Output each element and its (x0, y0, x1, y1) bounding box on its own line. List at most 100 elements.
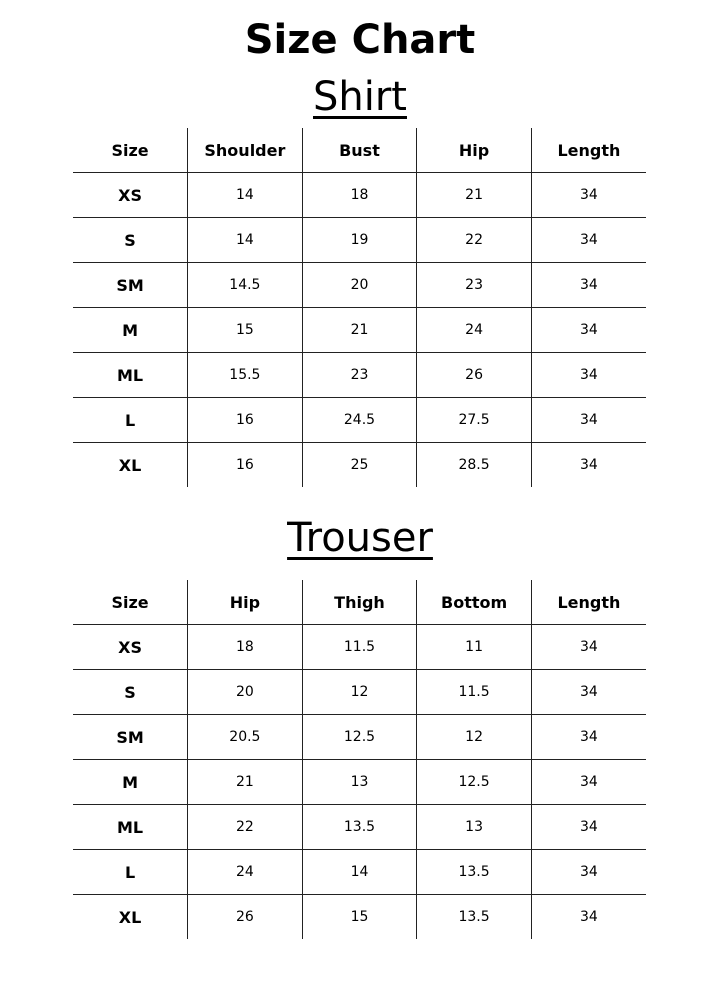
page-title: Size Chart (244, 17, 476, 63)
measurement-cell: 22 (187, 804, 303, 850)
measurement-cell: 34 (531, 262, 646, 308)
measurement-cell: 34 (531, 397, 646, 443)
size-label-cell: S (73, 669, 189, 715)
measurement-cell: 13 (416, 804, 532, 850)
column-header: Length (531, 580, 646, 625)
measurement-cell: 34 (531, 804, 646, 850)
measurement-cell: 15 (187, 307, 303, 353)
measurement-cell: 18 (187, 624, 303, 670)
measurement-cell: 24 (187, 849, 303, 895)
measurement-cell: 14.5 (187, 262, 303, 308)
measurement-cell: 34 (531, 172, 646, 218)
measurement-cell: 25 (302, 442, 418, 487)
measurement-cell: 18 (302, 172, 418, 218)
measurement-cell: 11.5 (416, 669, 532, 715)
measurement-cell: 14 (187, 172, 303, 218)
measurement-cell: 12 (416, 714, 532, 760)
size-label-cell: XL (73, 442, 189, 487)
table-row: S 14 19 22 34 (73, 217, 646, 263)
shirt-size-table: Size Shoulder Bust Hip Length XS 14 18 21 34 S 14 19… (73, 128, 646, 487)
measurement-cell: 20.5 (187, 714, 303, 760)
measurement-cell: 34 (580, 909, 598, 925)
measurement-cell: 28.5 (416, 442, 532, 487)
shirt-header-row: Size Shoulder Bust Hip Length (73, 128, 646, 173)
measurement-cell: 34 (531, 669, 646, 715)
measurement-cell: 21 (416, 172, 532, 218)
measurement-cell: 16 (187, 442, 303, 487)
column-header: Hip (187, 580, 303, 625)
measurement-cell: 15 (302, 894, 418, 939)
measurement-cell: 21 (187, 759, 303, 805)
size-label-cell: S (73, 217, 189, 263)
measurement-cell: 27.5 (416, 397, 532, 443)
size-label-cell: ML (73, 352, 189, 398)
size-label-cell: M (73, 307, 189, 353)
column-header: Size (73, 580, 189, 625)
measurement-cell: 24.5 (302, 397, 418, 443)
measurement-cell: 19 (302, 217, 418, 263)
table-row: S 20 12 11.5 34 (73, 669, 646, 715)
measurement-cell: 14 (302, 849, 418, 895)
measurement-cell: 24 (416, 307, 532, 353)
column-header: Hip (416, 128, 532, 173)
measurement-cell: 34 (531, 307, 646, 353)
table-row: M 15 21 24 34 (73, 307, 646, 353)
measurement-cell: 13 (302, 759, 418, 805)
measurement-cell: 23 (302, 352, 418, 398)
table-row: XS 18 11.5 11 34 (73, 624, 646, 670)
table-row: XS 14 18 21 34 (73, 172, 646, 218)
table-row: ML 15.5 23 26 34 (73, 352, 646, 398)
measurement-cell: 12.5 (416, 759, 532, 805)
table-row: SM 20.5 12.5 12 34 (73, 714, 646, 760)
measurement-cell: 20 (187, 669, 303, 715)
measurement-cell: 34 (531, 714, 646, 760)
measurement-cell: 15.5 (187, 352, 303, 398)
table-row: XL 26 15 13.5 34 (73, 894, 646, 939)
measurement-cell: 26 (416, 352, 532, 398)
table-row: L 24 14 13.5 34 (73, 849, 646, 895)
trouser-size-table: Size Hip Thigh Bottom Length XS 18 11.5 11 34 S 20 1… (73, 580, 646, 939)
size-label-cell: L (73, 397, 189, 443)
column-header: Shoulder (187, 128, 303, 173)
measurement-cell: 26 (187, 894, 303, 939)
measurement-cell: 11 (416, 624, 532, 670)
measurement-cell: 13.5 (416, 894, 532, 939)
table-row: XL 16 25 28.5 34 (73, 442, 646, 487)
size-label-cell: XS (73, 172, 189, 218)
measurement-cell: 16 (187, 397, 303, 443)
measurement-cell: 34 (531, 759, 646, 805)
size-label-cell: XS (73, 624, 189, 670)
measurement-cell: 34 (531, 849, 646, 895)
size-label-cell: XL (73, 894, 189, 939)
shirt-heading: Shirt (313, 74, 407, 120)
measurement-cell: 34 (531, 217, 646, 263)
size-label-cell: ML (73, 804, 189, 850)
table-row: L 16 24.5 27.5 34 (73, 397, 646, 443)
measurement-cell: 12 (302, 669, 418, 715)
table-row: M 21 13 12.5 34 (73, 759, 646, 805)
column-header: Bust (302, 128, 418, 173)
measurement-cell: 11.5 (302, 624, 418, 670)
measurement-cell: 13.5 (416, 849, 532, 895)
table-row: SM 14.5 20 23 34 (73, 262, 646, 308)
size-label-cell: SM (73, 262, 189, 308)
size-label-cell: M (73, 759, 189, 805)
measurement-cell: 20 (302, 262, 418, 308)
measurement-cell: 34 (531, 352, 646, 398)
table-row: ML 22 13.5 13 34 (73, 804, 646, 850)
measurement-cell: 21 (302, 307, 418, 353)
measurement-cell: 13.5 (302, 804, 418, 850)
measurement-cell: 23 (416, 262, 532, 308)
column-header: Length (531, 128, 646, 173)
measurement-cell: 34 (531, 624, 646, 670)
measurement-cell: 34 (580, 457, 598, 473)
column-header: Size (73, 128, 189, 173)
trouser-header-row: Size Hip Thigh Bottom Length (73, 580, 646, 625)
size-label-cell: L (73, 849, 189, 895)
size-label-cell: SM (73, 714, 189, 760)
measurement-cell: 12.5 (302, 714, 418, 760)
measurement-cell: 22 (416, 217, 532, 263)
column-header: Thigh (302, 580, 418, 625)
measurement-cell: 14 (187, 217, 303, 263)
column-header: Bottom (416, 580, 532, 625)
